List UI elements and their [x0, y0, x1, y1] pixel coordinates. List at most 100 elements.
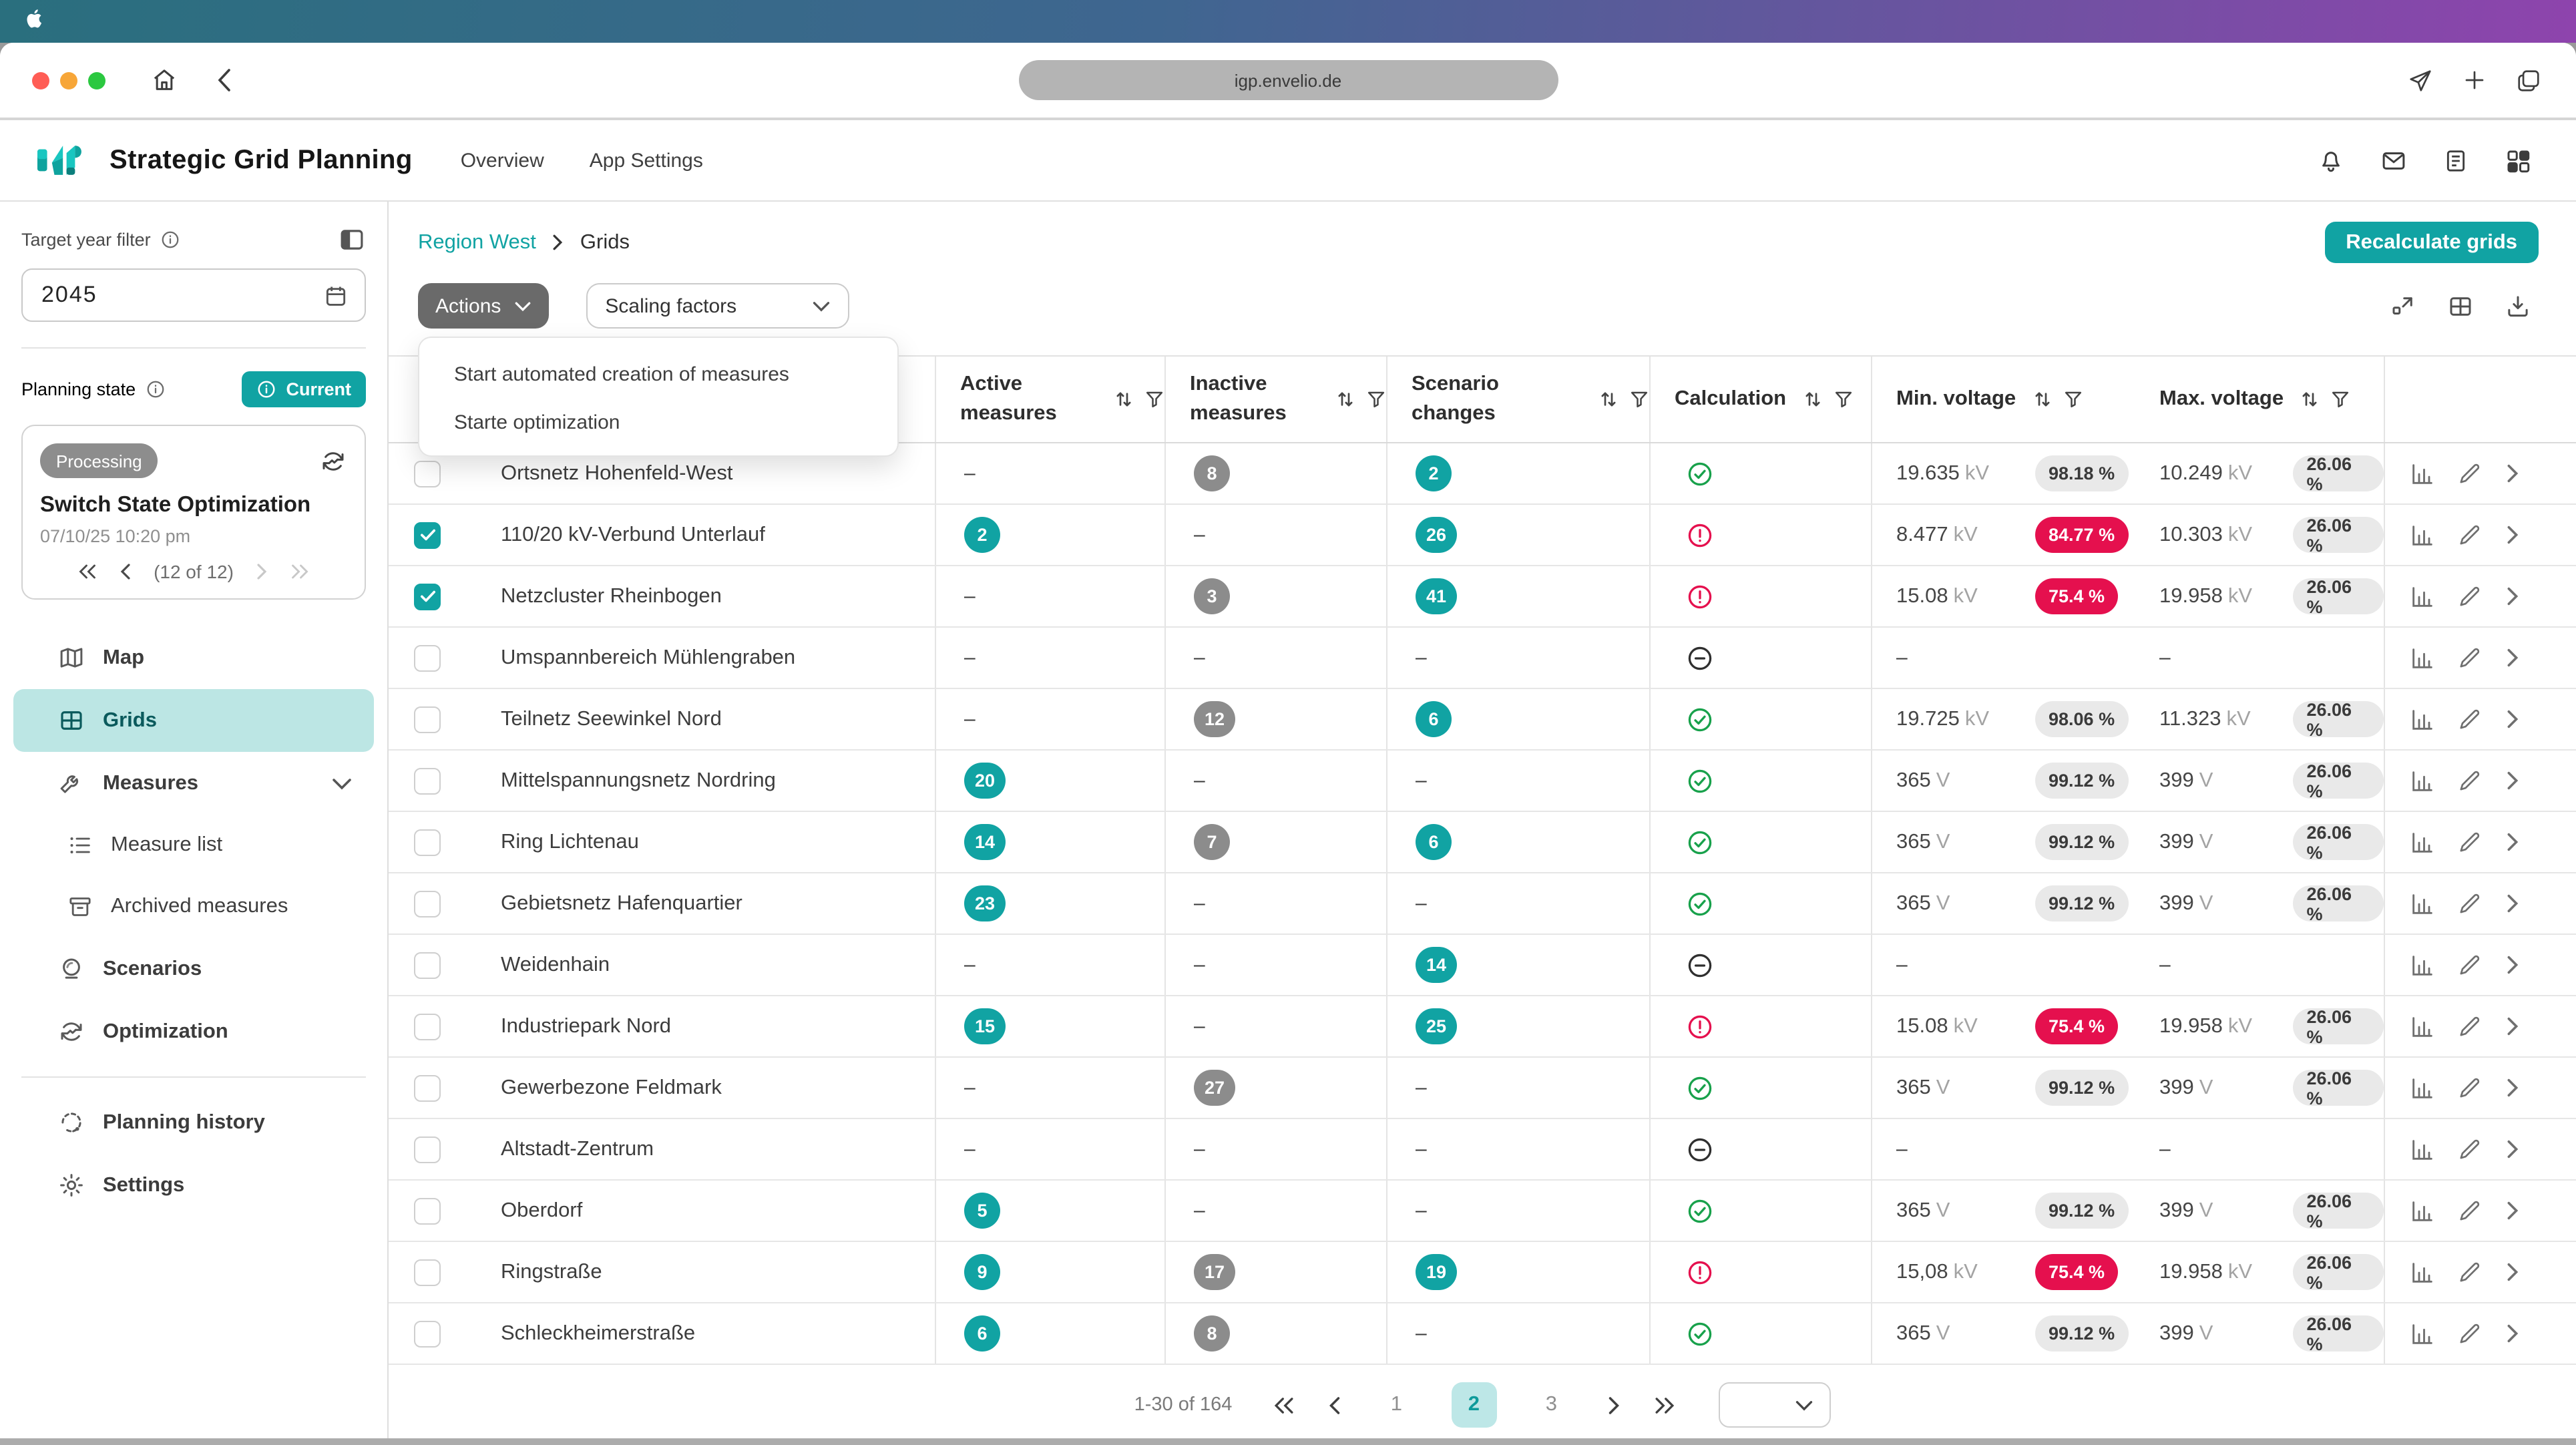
sidebar-item-map[interactable]: Map	[13, 626, 374, 689]
header-active-measures[interactable]: Active measures	[936, 357, 1166, 442]
actions-button[interactable]: Actions	[418, 283, 550, 329]
header-calculation[interactable]: Calculation	[1651, 357, 1872, 442]
header-name[interactable]	[485, 357, 936, 442]
first-page-icon[interactable]	[1272, 1395, 1295, 1415]
row-edit-button[interactable]	[2457, 1198, 2483, 1223]
grid-name[interactable]: Netzcluster Rheinbogen	[485, 566, 936, 626]
row-open-button[interactable]	[2504, 1076, 2521, 1099]
sidebar-item-settings[interactable]: Settings	[13, 1154, 374, 1217]
header-inactive-measures[interactable]: Inactive measures	[1166, 357, 1387, 442]
row-checkbox[interactable]	[414, 522, 441, 548]
grid-name[interactable]: Gebietsnetz Hafenquartier	[485, 873, 936, 934]
tab-overview-icon[interactable]	[2516, 67, 2541, 93]
row-edit-button[interactable]	[2457, 1014, 2483, 1039]
row-chart-button[interactable]	[2409, 1259, 2436, 1285]
breadcrumb-region-west[interactable]: Region West	[418, 230, 536, 253]
news-icon[interactable]	[2442, 146, 2469, 174]
sidebar-item-measure-list[interactable]: Measure list	[13, 815, 374, 876]
row-edit-button[interactable]	[2457, 1259, 2483, 1285]
menu-item-start-optimization[interactable]: Starte optimization	[454, 411, 620, 433]
nav-app-settings[interactable]: App Settings	[589, 149, 703, 172]
row-edit-button[interactable]	[2457, 1075, 2483, 1100]
sidebar-item-measures[interactable]: Measures	[13, 752, 374, 815]
row-checkbox[interactable]	[414, 644, 441, 671]
row-checkbox[interactable]	[414, 1136, 441, 1163]
row-open-button[interactable]	[2504, 831, 2521, 853]
row-edit-button[interactable]	[2457, 768, 2483, 793]
grid-name[interactable]: 110/20 kV-Verbund Unterlauf	[485, 505, 936, 565]
row-open-button[interactable]	[2504, 1322, 2521, 1345]
grid-name[interactable]: Oberdorf	[485, 1181, 936, 1241]
grid-name[interactable]: Industriepark Nord	[485, 996, 936, 1056]
row-open-button[interactable]	[2504, 524, 2521, 546]
row-edit-button[interactable]	[2457, 891, 2483, 916]
apps-grid-icon[interactable]	[2504, 146, 2532, 174]
recalculate-grids-button[interactable]: Recalculate grids	[2324, 222, 2539, 263]
row-chart-button[interactable]	[2409, 583, 2436, 610]
grid-name[interactable]: Schleckheimerstraße	[485, 1303, 936, 1364]
header-max-voltage[interactable]: Max. voltage	[2135, 357, 2385, 442]
expand-table-icon[interactable]	[2389, 292, 2417, 320]
row-open-button[interactable]	[2504, 1138, 2521, 1161]
row-open-button[interactable]	[2504, 708, 2521, 731]
apple-logo-icon[interactable]	[27, 9, 47, 33]
row-open-button[interactable]	[2504, 462, 2521, 485]
collapse-sidebar-icon[interactable]	[338, 226, 366, 254]
back-icon[interactable]	[215, 67, 234, 93]
row-open-button[interactable]	[2504, 1199, 2521, 1222]
grid-name[interactable]: Gewerbezone Feldmark	[485, 1058, 936, 1118]
first-state-icon[interactable]	[77, 562, 97, 581]
grid-name[interactable]: Ring Lichtenau	[485, 812, 936, 872]
page-2-button[interactable]: 2	[1451, 1382, 1497, 1428]
page-size-select[interactable]	[1718, 1382, 1831, 1428]
last-state-icon[interactable]	[290, 562, 310, 581]
page-3-button[interactable]: 3	[1545, 1393, 1557, 1416]
row-checkbox[interactable]	[414, 767, 441, 794]
row-chart-button[interactable]	[2409, 1136, 2436, 1163]
mail-icon[interactable]	[2380, 146, 2408, 174]
row-edit-button[interactable]	[2457, 829, 2483, 855]
grid-name[interactable]: Ortsnetz Hohenfeld-West	[485, 443, 936, 503]
download-icon[interactable]	[2504, 292, 2532, 320]
row-open-button[interactable]	[2504, 892, 2521, 915]
row-edit-button[interactable]	[2457, 645, 2483, 670]
home-icon[interactable]	[151, 67, 178, 93]
sidebar-item-optimization[interactable]: Optimization	[13, 1000, 374, 1063]
target-year-input[interactable]: 2045	[21, 268, 366, 322]
grid-name[interactable]: Weidenhain	[485, 935, 936, 995]
grid-name[interactable]: Altstadt-Zentrum	[485, 1119, 936, 1179]
row-edit-button[interactable]	[2457, 461, 2483, 486]
row-checkbox[interactable]	[414, 952, 441, 978]
prev-state-icon[interactable]	[119, 562, 132, 581]
row-chart-button[interactable]	[2409, 1013, 2436, 1040]
row-open-button[interactable]	[2504, 585, 2521, 608]
prev-page-icon[interactable]	[1327, 1395, 1341, 1415]
row-edit-button[interactable]	[2457, 706, 2483, 732]
url-bar[interactable]: igp.envelio.de	[1018, 60, 1558, 100]
row-checkbox[interactable]	[414, 583, 441, 610]
row-open-button[interactable]	[2504, 646, 2521, 669]
grid-name[interactable]: Mittelspannungsnetz Nordring	[485, 751, 936, 811]
row-checkbox[interactable]	[414, 1074, 441, 1101]
current-state-badge[interactable]: Current	[242, 371, 366, 407]
igp-logo[interactable]: Strategic Grid Planning	[37, 140, 413, 180]
row-checkbox[interactable]	[414, 1320, 441, 1347]
row-open-button[interactable]	[2504, 1015, 2521, 1038]
last-page-icon[interactable]	[1653, 1395, 1675, 1415]
row-chart-button[interactable]	[2409, 767, 2436, 794]
page-1-button[interactable]: 1	[1390, 1393, 1402, 1416]
refresh-icon[interactable]	[319, 447, 347, 475]
row-chart-button[interactable]	[2409, 522, 2436, 548]
row-edit-button[interactable]	[2457, 1137, 2483, 1162]
nav-overview[interactable]: Overview	[460, 149, 544, 172]
sidebar-item-planning-history[interactable]: Planning history	[13, 1091, 374, 1154]
next-page-icon[interactable]	[1606, 1395, 1621, 1415]
grid-name[interactable]: Umspannbereich Mühlengraben	[485, 628, 936, 688]
row-chart-button[interactable]	[2409, 460, 2436, 487]
scaling-factors-select[interactable]: Scaling factors	[586, 283, 850, 329]
row-chart-button[interactable]	[2409, 829, 2436, 855]
row-chart-button[interactable]	[2409, 952, 2436, 978]
row-chart-button[interactable]	[2409, 644, 2436, 671]
row-open-button[interactable]	[2504, 769, 2521, 792]
row-checkbox[interactable]	[414, 460, 441, 487]
